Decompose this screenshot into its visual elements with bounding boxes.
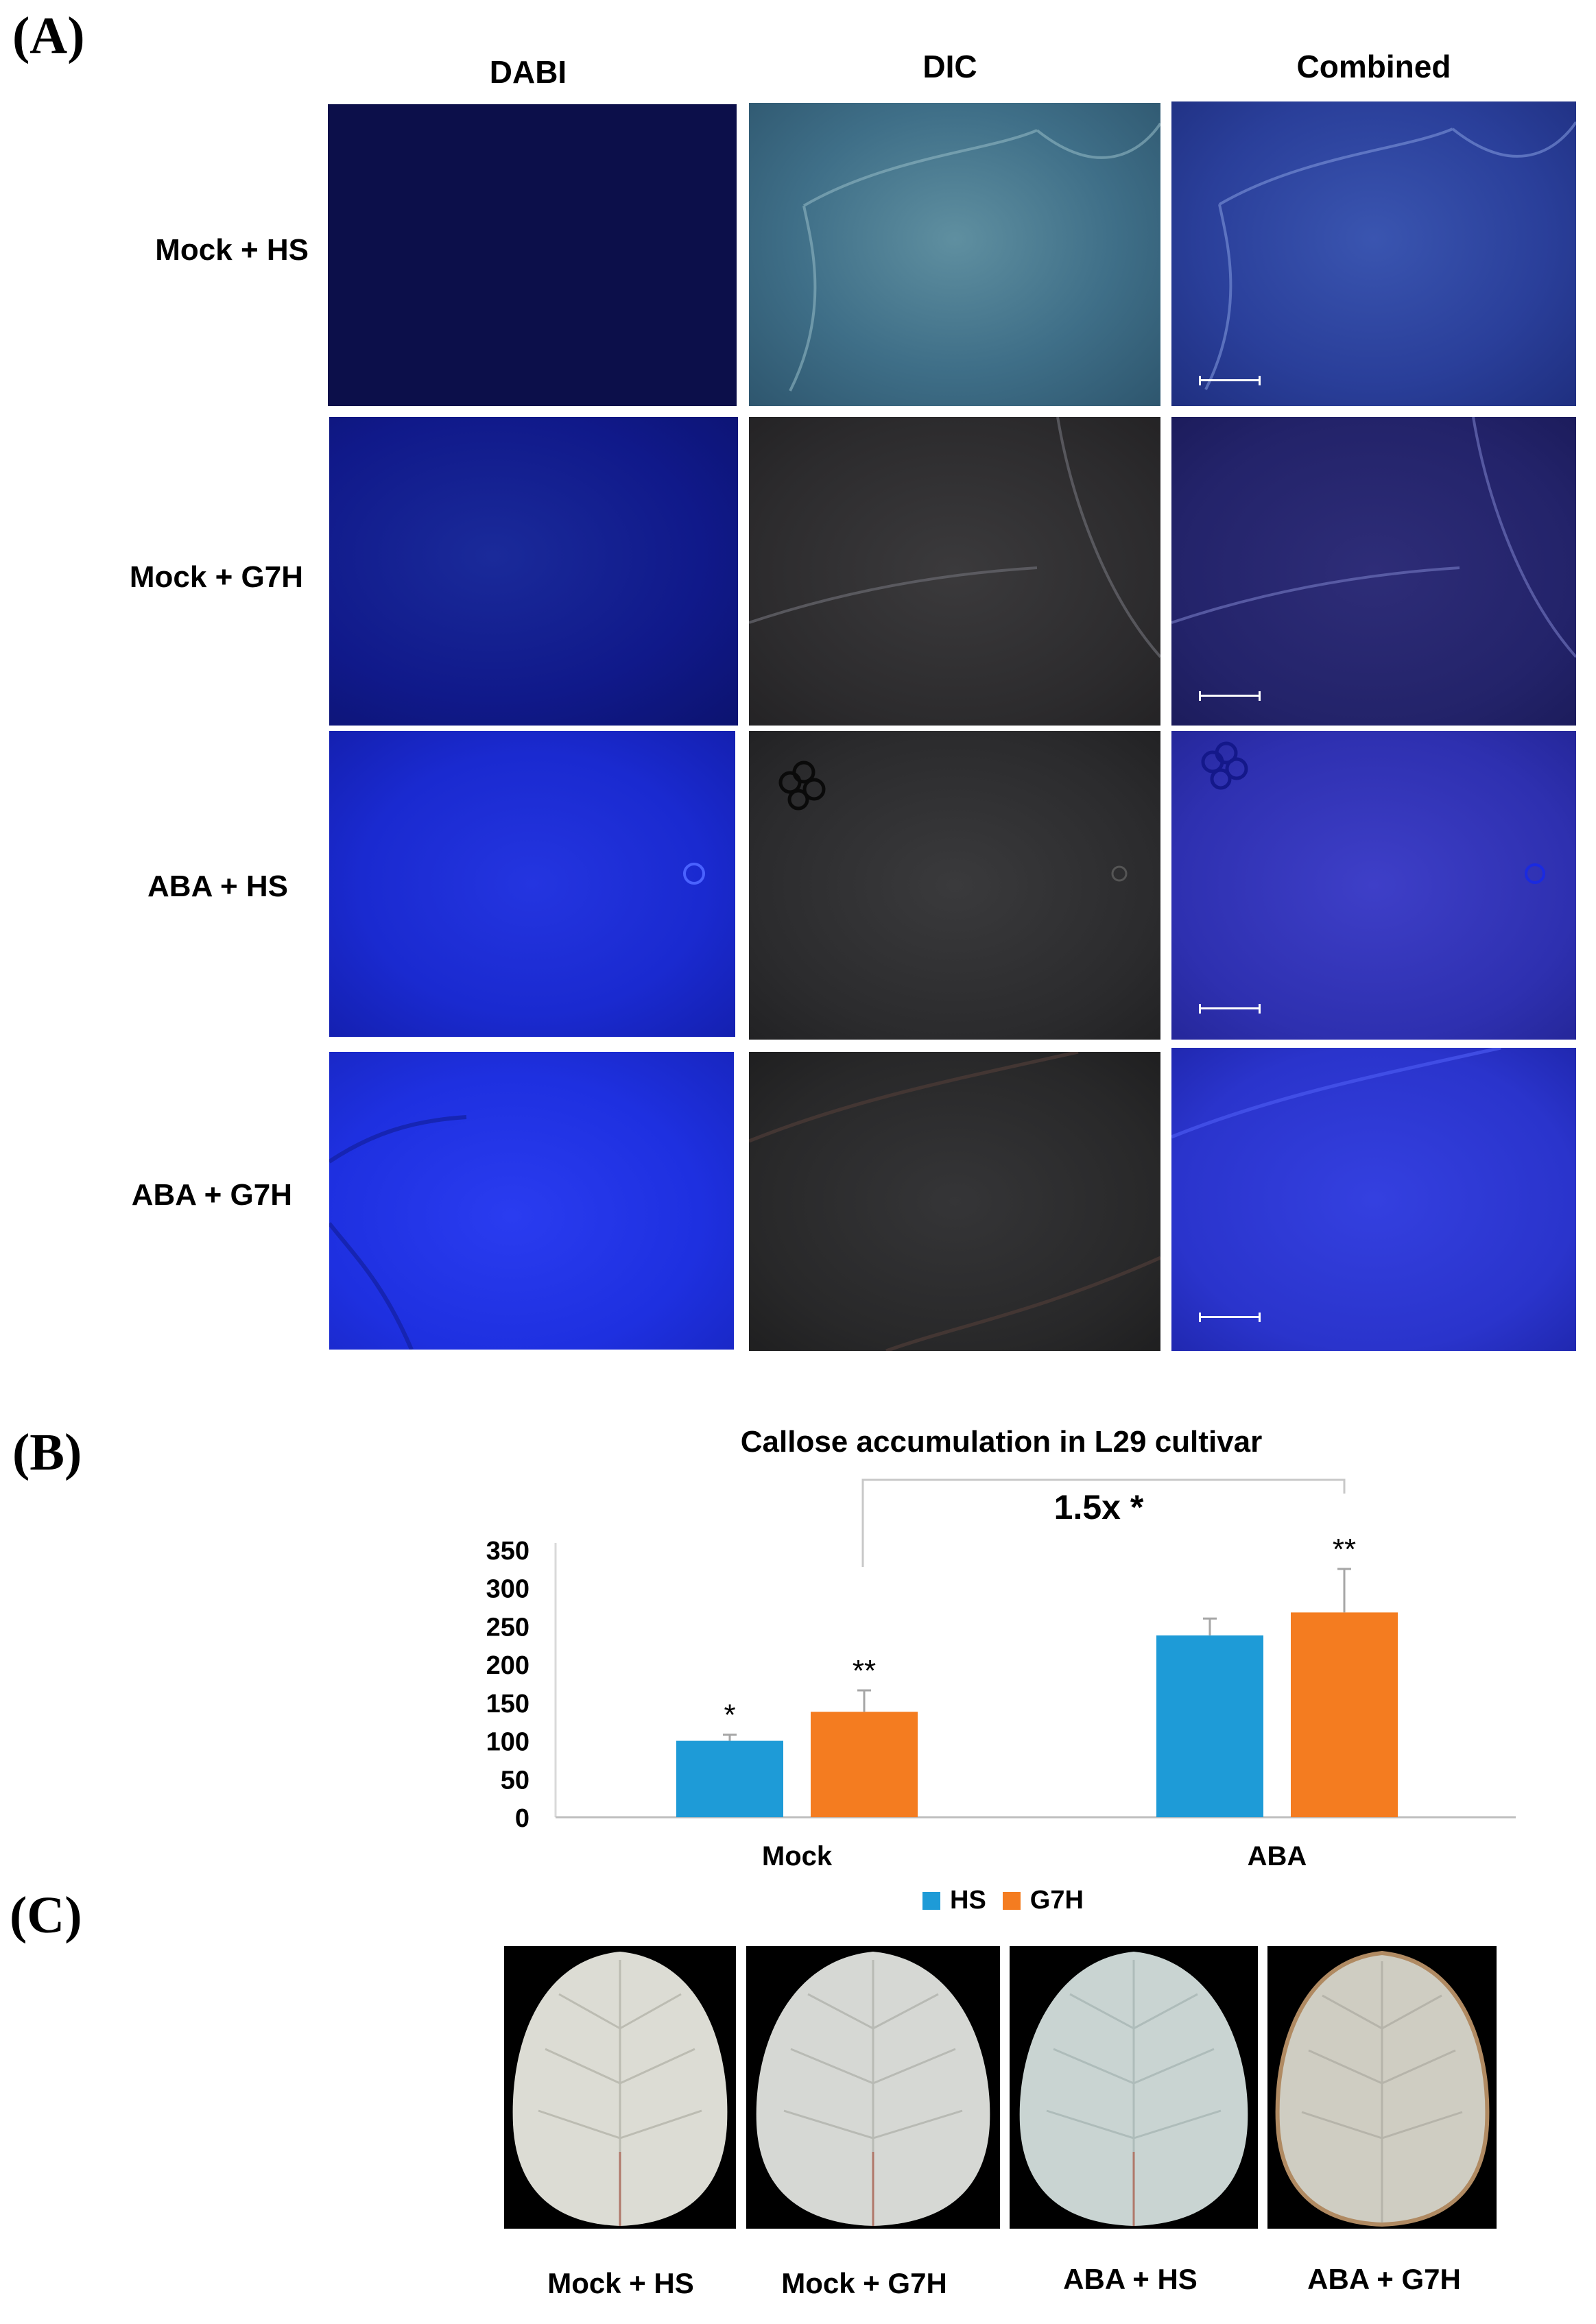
row-label-mock-g7h: Mock + G7H: [129, 560, 303, 594]
scale-bar: [1199, 1004, 1261, 1014]
chart-title: Callose accumulation in L29 cultivar: [740, 1425, 1263, 1459]
micrograph-dabi-aba-g7h: [329, 1052, 734, 1350]
panel-a-letter: (A): [12, 7, 85, 64]
significance-marker: **: [1333, 1533, 1356, 1566]
column-header-dabi: DABI: [489, 54, 567, 90]
comparison-label: 1.5x *: [1054, 1488, 1144, 1526]
panel-b-letter: (B): [12, 1424, 82, 1481]
leaf-image-aba-hs: [1010, 1946, 1258, 2229]
y-tick-label: 250: [486, 1613, 529, 1642]
column-header-dic: DIC: [922, 49, 977, 84]
comparison-bracket: [861, 1478, 1346, 1567]
legend-swatch-g7h: [1002, 1891, 1021, 1910]
micrograph-dabi-aba-hs: [329, 731, 735, 1037]
micrograph-dabi-mock-hs: [328, 104, 737, 406]
micrograph-combined-aba-hs: [1171, 731, 1576, 1040]
x-tick-label: ABA: [1248, 1841, 1307, 1871]
y-tick-label: 200: [486, 1651, 529, 1680]
significance-marker: **: [853, 1654, 876, 1688]
row-label-mock-hs: Mock + HS: [155, 233, 309, 267]
leaf-image-mock-g7h: [746, 1946, 1000, 2229]
y-tick-label: 350: [486, 1537, 529, 1566]
y-tick-label: 150: [486, 1690, 529, 1718]
y-tick-label: 300: [486, 1575, 529, 1604]
y-tick-label: 100: [486, 1728, 529, 1757]
bar: [676, 1740, 783, 1817]
legend-swatch-hs: [922, 1891, 940, 1910]
row-label-aba-hs: ABA + HS: [147, 870, 288, 903]
micrograph-dic-mock-hs: [749, 103, 1160, 406]
bar: [1156, 1635, 1263, 1817]
micrograph-dic-mock-g7h: [749, 417, 1160, 726]
bar: [1291, 1612, 1398, 1817]
leaf-label-aba-hs: ABA + HS: [1063, 2263, 1198, 2295]
micrograph-dic-aba-g7h: [749, 1052, 1160, 1351]
significance-marker: *: [724, 1699, 735, 1732]
scale-bar: [1199, 691, 1261, 701]
micrograph-dabi-mock-g7h: [329, 417, 738, 726]
legend-label-hs: HS: [950, 1886, 986, 1915]
bar: [811, 1712, 918, 1817]
y-tick-label: 50: [501, 1766, 529, 1795]
legend-label-g7h: G7H: [1029, 1886, 1084, 1915]
panel-c-letter: (C): [10, 1886, 82, 1944]
micrograph-combined-aba-g7h: [1171, 1048, 1576, 1351]
leaf-label-mock-g7h: Mock + G7H: [781, 2267, 947, 2299]
micrograph-combined-mock-hs: [1171, 101, 1576, 406]
column-header-combined: Combined: [1296, 49, 1451, 84]
micrograph-dic-aba-hs: [749, 731, 1160, 1040]
scale-bar: [1199, 1313, 1261, 1322]
scale-bar: [1199, 376, 1261, 385]
micrograph-combined-mock-g7h: [1171, 417, 1576, 726]
row-label-aba-g7h: ABA + G7H: [131, 1178, 292, 1212]
leaf-image-mock-hs: [504, 1946, 736, 2229]
x-tick-label: Mock: [762, 1841, 833, 1871]
leaf-label-mock-hs: Mock + HS: [547, 2267, 694, 2299]
leaf-image-aba-g7h: [1267, 1946, 1497, 2229]
leaf-label-aba-g7h: ABA + G7H: [1307, 2263, 1461, 2295]
chart-legend: HS G7H: [922, 1886, 1084, 1915]
y-tick-label: 0: [515, 1804, 529, 1833]
